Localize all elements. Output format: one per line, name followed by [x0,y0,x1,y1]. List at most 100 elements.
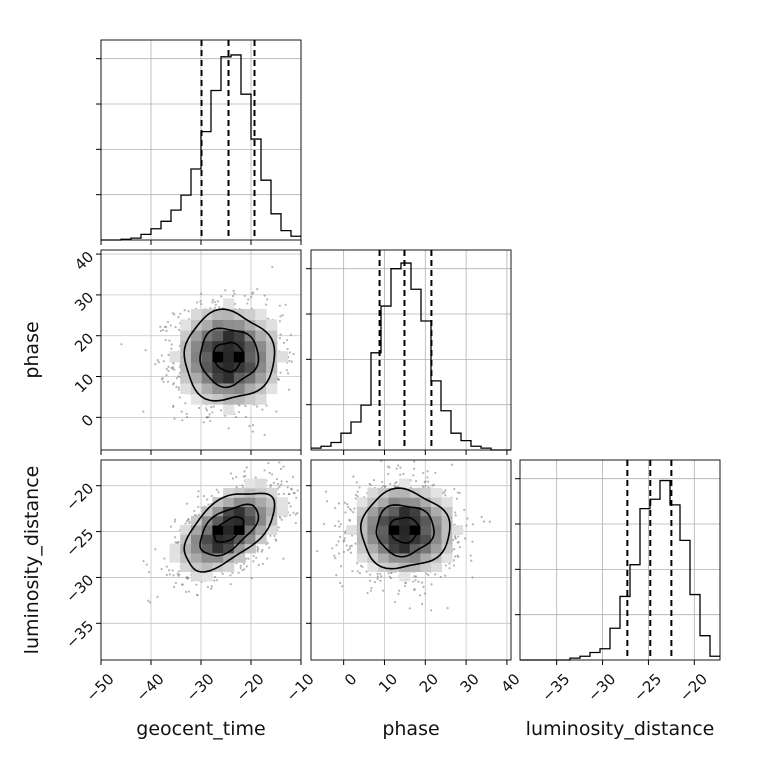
scatter-point [387,572,390,575]
density-pixel [233,497,246,508]
scatter-point [220,295,223,298]
scatter-point [469,554,472,557]
density-pixel [223,351,235,363]
density-pixel [388,525,400,535]
scatter-point [261,408,264,411]
density-pixel [244,515,256,526]
density-pixel [244,372,256,384]
density-pixel [367,525,379,535]
scatter-point [163,557,166,560]
scatter-point [356,490,359,493]
density-pixel [255,478,267,489]
density-pixel [409,562,421,573]
scatter-point [276,487,280,490]
density-pixel [201,552,213,563]
scatter-point [393,600,397,604]
y-tick-label: 30 [71,289,97,315]
scatter-point [145,563,148,566]
density-pixel [441,506,453,517]
scatter-point [270,473,274,476]
scatter-point [343,501,346,504]
scatter-point [278,461,281,464]
density-pixel [244,506,256,517]
scatter-point [185,412,188,416]
density-pixel [223,487,235,498]
scatter-point [273,534,276,537]
density-pixel [190,351,203,363]
density-pixel [420,552,432,563]
scatter-panel-geocent_time-vs-luminosity_distance [96,441,325,665]
x-tick-label: 10 [375,670,401,696]
scatter-point [379,572,382,576]
scatter-point [316,550,319,553]
scatter-point [173,518,177,521]
scatter-point [263,294,266,297]
density-pixel [276,506,289,517]
density-pixel [266,319,278,331]
scatter-point [255,556,258,559]
scatter-point [162,380,165,383]
scatter-point [257,563,260,567]
scatter-point [356,495,359,498]
y-tick-label: 20 [71,329,97,355]
scatter-point [355,481,358,484]
scatter-point [177,388,180,391]
scatter-point [195,593,199,596]
scatter-point [334,524,337,527]
scatter-point [350,509,353,512]
density-pixel [244,525,256,535]
scatter-point [282,492,286,496]
density-pixel [409,534,421,545]
scatter-point [339,581,342,585]
scatter-point [176,572,179,575]
scatter-point [323,441,325,443]
density-pixel [266,506,278,517]
scatter-point [347,505,350,509]
scatter-point [466,517,469,520]
scatter-point [337,502,341,505]
scatter-point [286,372,290,375]
density-pixel [420,525,432,535]
scatter-point [288,513,292,517]
scatter-point [439,575,442,579]
density-pixel [346,525,358,535]
density-pixel [244,382,256,395]
density-pixel [266,525,278,535]
scatter-point [352,475,355,478]
scatter-point [120,343,123,346]
scatter-point [354,542,357,545]
density-pixel [244,478,256,489]
contour-line [199,503,260,557]
density-pixel [409,543,421,554]
scatter-point [348,547,352,550]
scatter-point [183,309,186,312]
density-pixel [201,525,213,535]
density-pixel [266,372,278,384]
density-pixel [266,382,278,395]
scatter-point [185,590,188,594]
scatter-point [154,548,157,551]
density-pixel [223,308,235,321]
scatter-point [448,562,451,565]
density-pixel [180,552,192,563]
density-pixel [255,497,267,508]
scatter-point [421,602,424,605]
scatter-point [211,411,214,414]
scatter-point [265,303,268,306]
scatter-point [166,320,170,324]
scatter-point [389,482,392,486]
density-pixel [212,330,224,342]
density-pixel [356,497,368,508]
scatter-point [290,488,294,491]
scatter-point [470,559,473,562]
density-pixel [190,562,203,573]
panel-content [101,441,325,660]
scatter-point [458,546,461,549]
contour-line [183,492,276,573]
scatter-point [370,586,373,590]
scatter-point [204,407,208,410]
density-pixel [190,319,203,331]
density-pixel [420,534,432,545]
scatter-point [269,534,272,537]
scatter-point [208,413,211,416]
